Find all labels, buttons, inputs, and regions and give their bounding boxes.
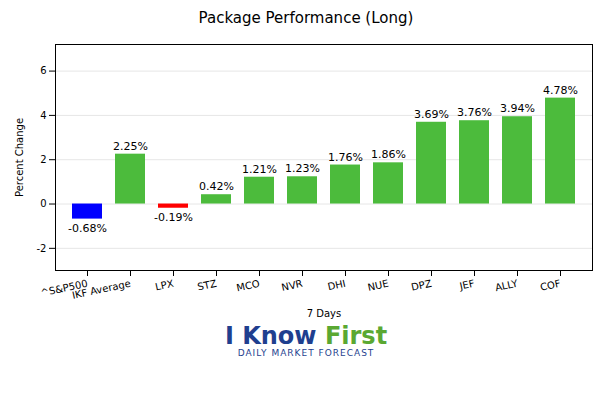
svg-text:IKF Average: IKF Average [71,278,132,301]
svg-text:STZ: STZ [196,278,217,293]
svg-text:MCO: MCO [235,278,260,294]
svg-text:LPX: LPX [154,278,174,293]
svg-text:^S&P500: ^S&P500 [39,277,89,299]
html-text:Package Performance (Long): Package Performance (Long) [198,9,414,27]
svg-text:DPZ: DPZ [410,278,433,293]
html-text:I Know First: I Know First [224,322,388,350]
svg-text:-0.19%: -0.19% [154,211,193,224]
svg-text:7 Days: 7 Days [307,308,342,319]
svg-text:3.94%: 3.94% [500,102,535,115]
svg-text:2.25%: 2.25% [113,140,148,153]
svg-text:3.76%: 3.76% [457,106,492,119]
svg-text:1.86%: 1.86% [371,148,406,161]
svg-text:NVR: NVR [280,278,303,293]
svg-text:1.21%: 1.21% [242,163,277,176]
svg-text:4.78%: 4.78% [543,84,578,97]
svg-text:2: 2 [40,154,46,165]
svg-text:-0.68%: -0.68% [68,222,107,235]
svg-text:0: 0 [40,198,46,209]
svg-text:4: 4 [40,110,46,121]
svg-text:DHI: DHI [327,278,347,293]
svg-text:JEF: JEF [458,278,476,292]
svg-text:ALLY: ALLY [494,278,519,294]
svg-text:6: 6 [40,65,46,76]
svg-text:1.23%: 1.23% [285,162,320,175]
svg-text:0.42%: 0.42% [199,180,234,193]
svg-text:NUE: NUE [367,278,390,293]
svg-text:-2: -2 [37,243,47,254]
svg-text:COF: COF [539,278,562,293]
html-text:DAILY MARKET FORECAST: DAILY MARKET FORECAST [237,348,375,359]
svg-text:Percent Change: Percent Change [14,118,25,197]
svg-text:3.69%: 3.69% [414,108,449,121]
svg-text:1.76%: 1.76% [328,151,363,164]
